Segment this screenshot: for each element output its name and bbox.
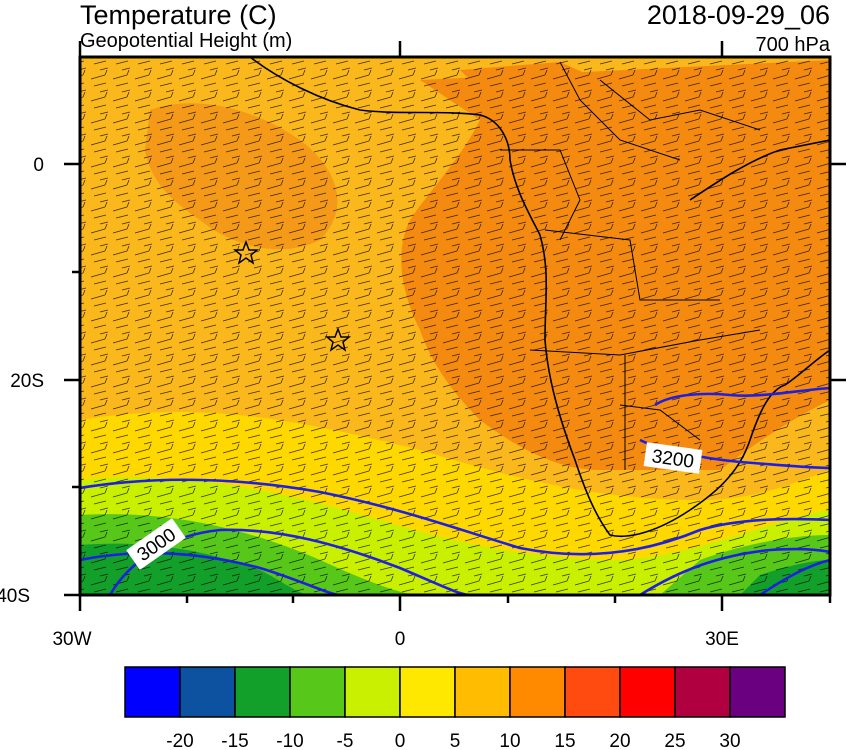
contour-line	[80, 551, 341, 595]
colorbar-swatch	[564, 666, 621, 718]
pressure-level: 700 hPa	[755, 34, 830, 56]
map-subtitle: Geopotential Height (m)	[80, 30, 293, 52]
colorbar-swatch	[619, 666, 676, 718]
colorbar-label: 30	[719, 731, 740, 750]
colorbar-swatch	[179, 666, 236, 718]
contour-line	[80, 478, 830, 556]
contour-label-3200: 3200	[643, 442, 703, 474]
colorbar-swatch	[399, 666, 456, 718]
colorbar-swatch	[124, 666, 181, 718]
colorbar-swatch	[289, 666, 346, 718]
plot-frame	[78, 55, 832, 597]
colorbar-swatch	[729, 666, 786, 718]
contour-line	[639, 547, 830, 595]
colorbar-swatch	[234, 666, 291, 718]
valid-datetime: 2018-09-29_06	[646, 0, 830, 30]
colorbar-label: -15	[221, 731, 248, 750]
colorbar-label: 15	[554, 731, 575, 750]
colorbar-swatch	[344, 666, 401, 718]
colorbar-label: 5	[450, 731, 461, 750]
y-tick-label: 40S	[0, 586, 30, 607]
contour-line	[759, 558, 830, 595]
star-marker	[324, 326, 352, 352]
y-tick-label: 20S	[10, 371, 44, 392]
x-tick-label: 0	[395, 629, 406, 650]
colorbar: -20 -15 -10 -5 0 5 10 15 20 25 30	[124, 666, 786, 750]
temperature-field: 3200 3000	[80, 57, 830, 595]
colorbar-swatch	[509, 666, 566, 718]
axis-ticks	[64, 41, 846, 611]
colorbar-label: -20	[166, 731, 193, 750]
colorbar-label: 20	[609, 731, 630, 750]
star-marker	[232, 239, 260, 265]
wind-barbs	[80, 57, 830, 595]
colorbar-label: 0	[395, 731, 406, 750]
contour-line	[654, 386, 830, 407]
colorbar-label: 25	[664, 731, 685, 750]
country-borders	[500, 61, 761, 470]
colorbar-swatch	[674, 666, 731, 718]
x-tick-label: 30W	[52, 629, 91, 650]
colorbar-label: 10	[499, 731, 520, 750]
colorbar-label: -10	[276, 731, 303, 750]
colorbar-label: -5	[337, 731, 354, 750]
x-tick-label: 30E	[705, 629, 739, 650]
map-title: Temperature (C)	[80, 0, 277, 30]
colorbar-swatch	[454, 666, 511, 718]
coastlines	[249, 57, 830, 538]
y-tick-label: 0	[33, 155, 44, 176]
